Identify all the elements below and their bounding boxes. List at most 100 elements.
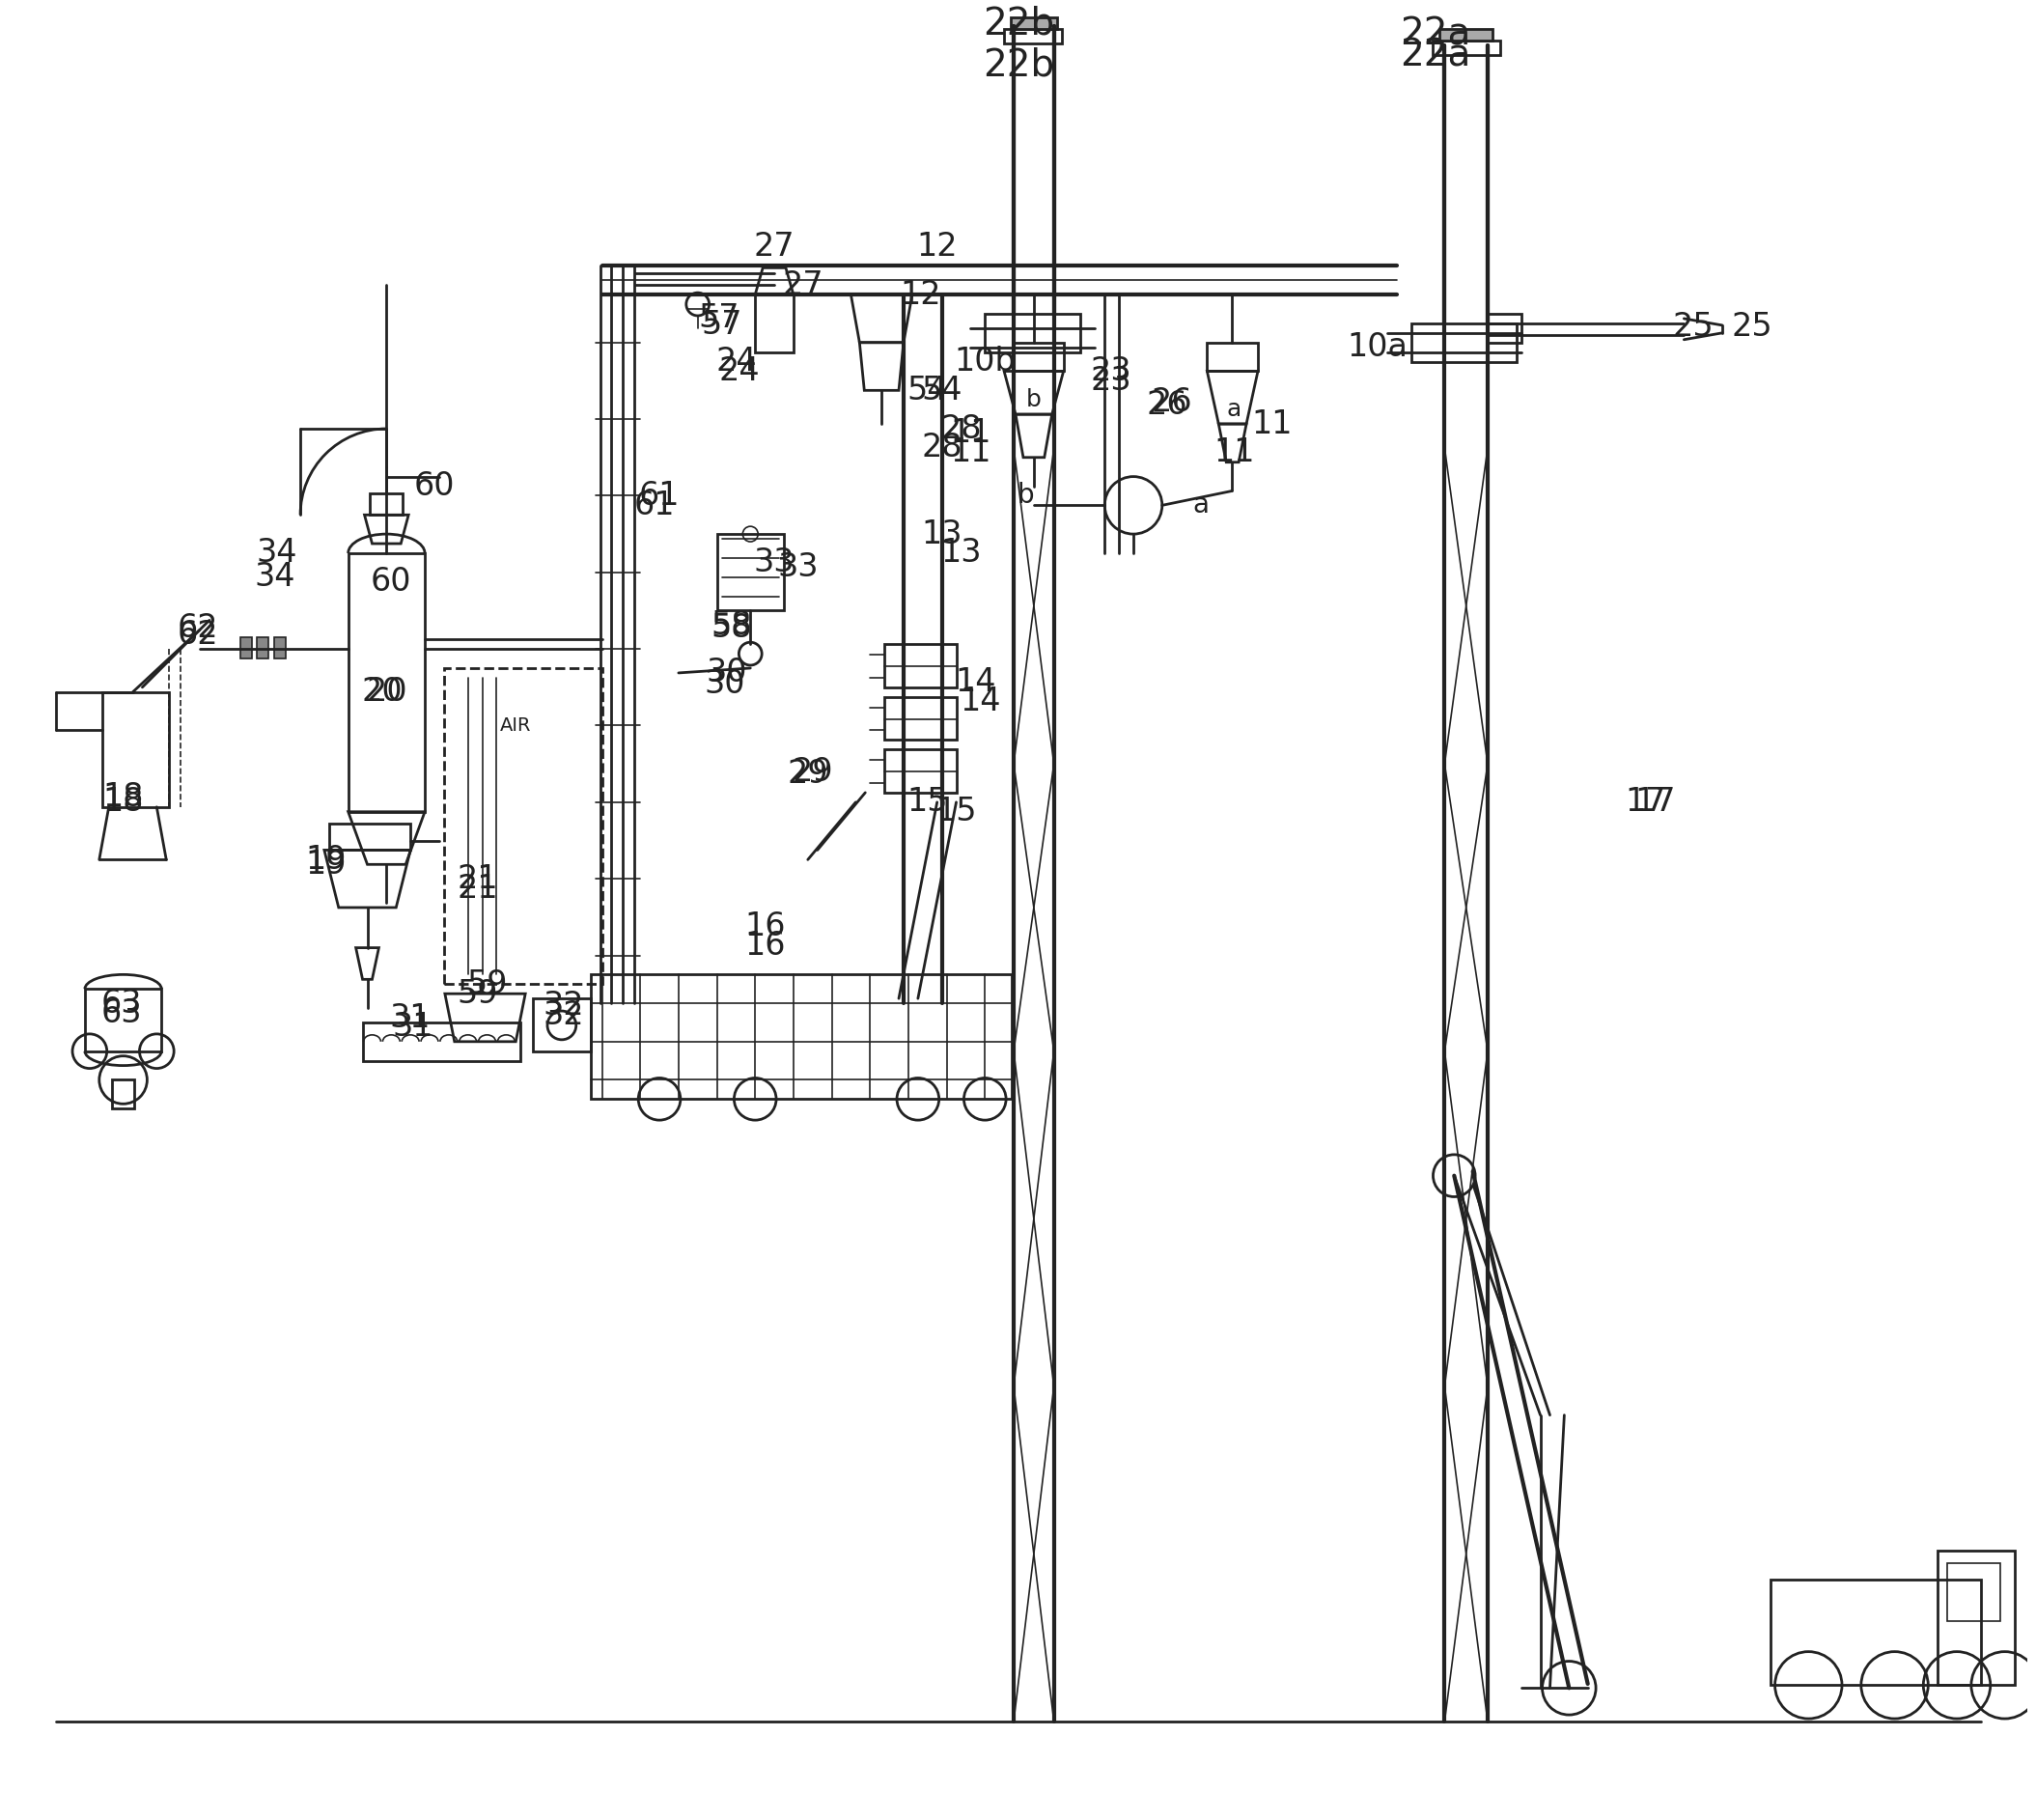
Text: 19: 19 [305, 848, 346, 881]
Text: 27: 27 [753, 231, 794, 262]
Text: a: a [1193, 491, 1209, 519]
Text: 27: 27 [782, 269, 825, 300]
Text: 60: 60 [371, 566, 411, 597]
Bar [112, 1079, 134, 1108]
Bar [1207, 342, 1258, 371]
Text: 12: 12 [916, 231, 957, 262]
Text: 14: 14 [955, 666, 996, 699]
Text: 31: 31 [393, 1012, 434, 1043]
Text: 18: 18 [102, 781, 145, 814]
Text: 11: 11 [1213, 437, 1254, 468]
Text: 28: 28 [922, 431, 963, 464]
Text: 58: 58 [711, 612, 751, 644]
Text: 34: 34 [254, 561, 295, 593]
Text: 30: 30 [704, 668, 745, 701]
Bar [717, 533, 784, 612]
Bar [1010, 18, 1057, 29]
Bar [985, 313, 1081, 351]
Text: 13: 13 [941, 537, 981, 570]
Bar [371, 493, 403, 515]
Text: 14: 14 [959, 686, 1000, 717]
Bar [755, 295, 794, 351]
Text: 61: 61 [633, 490, 676, 521]
Text: 10b: 10b [955, 346, 1016, 377]
Text: 33: 33 [778, 551, 818, 584]
Text: 21: 21 [456, 872, 499, 905]
Text: 28: 28 [941, 413, 981, 444]
Bar [533, 999, 590, 1052]
Text: 62: 62 [177, 612, 218, 644]
Text: 24: 24 [715, 346, 757, 377]
Text: 29: 29 [792, 755, 833, 788]
Text: 25: 25 [1674, 311, 1714, 344]
Text: 26: 26 [1150, 386, 1193, 419]
Text: 10a: 10a [1348, 331, 1409, 364]
Text: 62: 62 [177, 619, 218, 650]
Text: 57: 57 [698, 302, 739, 335]
Text: b: b [1026, 388, 1042, 411]
Bar [1769, 1580, 1981, 1685]
Text: 59: 59 [456, 977, 499, 1010]
Text: 15: 15 [937, 795, 977, 828]
Text: 12: 12 [900, 278, 941, 311]
Bar [884, 644, 957, 688]
Text: 54: 54 [906, 375, 949, 406]
Text: 26: 26 [1146, 389, 1187, 420]
Text: 18: 18 [102, 786, 145, 819]
Text: 59: 59 [466, 968, 507, 999]
Text: 16: 16 [745, 930, 786, 961]
Text: 34: 34 [257, 537, 297, 570]
Text: 32: 32 [544, 999, 584, 1030]
Text: 21: 21 [456, 863, 499, 895]
Text: 23: 23 [1091, 364, 1132, 397]
Text: 20: 20 [360, 675, 403, 708]
Text: 17: 17 [1635, 786, 1676, 819]
Text: 57: 57 [700, 309, 743, 340]
Text: 32: 32 [544, 990, 584, 1021]
Bar [275, 637, 285, 659]
Bar [1012, 342, 1063, 371]
Text: 30: 30 [706, 657, 747, 688]
Bar [1938, 1551, 2014, 1685]
Text: 54: 54 [922, 375, 963, 406]
Text: 16: 16 [745, 910, 786, 943]
Text: 24: 24 [719, 355, 759, 388]
Text: 23: 23 [1091, 355, 1132, 388]
Text: a: a [1226, 399, 1242, 420]
Bar [1488, 313, 1521, 342]
Bar [257, 637, 269, 659]
Bar [590, 974, 1012, 1099]
Text: 13: 13 [922, 519, 963, 550]
Bar [1411, 324, 1517, 362]
Text: 63: 63 [100, 997, 143, 1028]
Text: 11: 11 [951, 417, 992, 450]
Text: 19: 19 [305, 844, 346, 875]
Text: 25: 25 [1733, 311, 1773, 344]
Text: 15: 15 [906, 786, 949, 819]
Bar [884, 750, 957, 792]
Text: 11: 11 [1252, 408, 1293, 440]
Text: 60: 60 [413, 470, 454, 502]
Text: 58: 58 [711, 610, 751, 641]
Bar [102, 692, 169, 806]
Text: 17: 17 [1625, 786, 1665, 819]
Text: 11: 11 [951, 437, 992, 468]
Bar [1004, 29, 1061, 44]
Bar [348, 553, 426, 812]
Text: 33: 33 [753, 546, 794, 579]
Bar [1946, 1563, 1999, 1622]
Text: 61: 61 [639, 480, 680, 511]
Text: 22b: 22b [983, 47, 1055, 84]
Text: 22b: 22b [983, 5, 1055, 42]
Bar [444, 668, 603, 985]
Text: 63: 63 [100, 988, 143, 1019]
Bar [1433, 40, 1501, 55]
Text: 20: 20 [366, 675, 407, 708]
Text: 31: 31 [391, 1001, 432, 1034]
Bar [330, 823, 411, 850]
Bar [362, 1023, 521, 1061]
Bar [86, 988, 161, 1052]
Bar [884, 697, 957, 741]
Bar [240, 637, 252, 659]
Text: 29: 29 [788, 757, 829, 790]
